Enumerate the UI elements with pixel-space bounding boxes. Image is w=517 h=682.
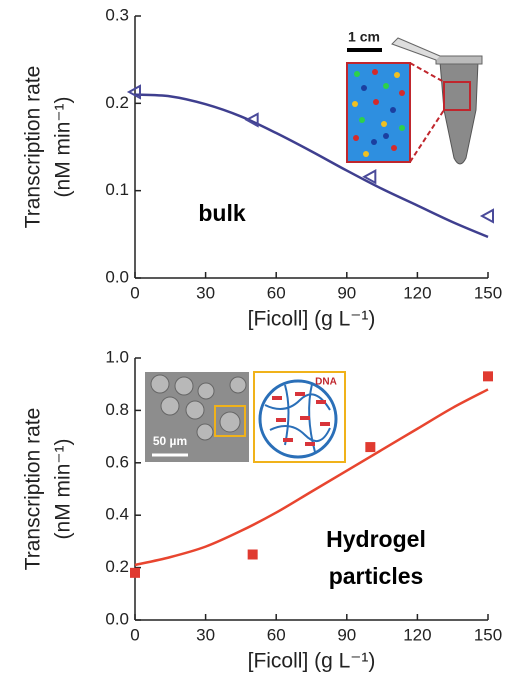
tube-cap (392, 38, 440, 60)
y-tick-label: 0.2 (105, 93, 129, 112)
x-tick-label: 60 (267, 283, 286, 302)
tube (440, 62, 478, 164)
data-point (365, 442, 375, 452)
x-tick-label: 0 (130, 283, 139, 302)
y-axis-label: (nM min⁻¹) (52, 439, 75, 540)
y-tick-label: 0.0 (105, 267, 129, 286)
x-tick-label: 60 (267, 625, 286, 644)
annotation: bulk (198, 200, 245, 226)
y-tick-label: 0.8 (105, 400, 129, 419)
y-tick-label: 0.4 (105, 505, 129, 524)
y-tick-label: 0.0 (105, 609, 129, 628)
y-tick-label: 1.0 (105, 347, 129, 366)
annotation: Hydrogel (326, 526, 426, 552)
bulk-inset: 1 cm (347, 29, 482, 164)
x-tick-label: 0 (130, 625, 139, 644)
scale-label: 1 cm (348, 29, 380, 45)
scale-label: 50 µm (153, 434, 187, 448)
data-point (130, 568, 140, 578)
y-tick-label: 0.6 (105, 452, 129, 471)
x-tick-label: 90 (337, 625, 356, 644)
x-tick-label: 120 (403, 283, 431, 302)
data-point (482, 210, 493, 222)
x-axis-label: [Ficoll] (g L⁻¹) (248, 308, 376, 331)
data-point (248, 550, 258, 560)
data-point (483, 371, 493, 381)
droplet (347, 63, 410, 162)
y-tick-label: 0.1 (105, 180, 129, 199)
zoom-line (410, 110, 444, 162)
fit-line (135, 95, 488, 237)
y-axis-label: Transcription rate (22, 408, 45, 571)
y-tick-label: 0.3 (105, 5, 129, 24)
annotation: particles (329, 563, 424, 589)
x-tick-label: 150 (474, 625, 502, 644)
dna-label: DNA (315, 377, 337, 388)
zoom-line (410, 63, 444, 82)
data-point (247, 114, 258, 126)
x-tick-label: 30 (196, 625, 215, 644)
x-tick-label: 120 (403, 625, 431, 644)
x-tick-label: 90 (337, 283, 356, 302)
x-tick-label: 150 (474, 283, 502, 302)
x-tick-label: 30 (196, 283, 215, 302)
figure: 1 cm 50 µm DNA bulk Hydrogel particles 0… (0, 0, 517, 682)
y-tick-label: 0.2 (105, 557, 129, 576)
y-axis-label: (nM min⁻¹) (52, 97, 75, 198)
hydrogel-inset: 50 µm DNA (145, 372, 345, 462)
page: {"chart_data": [ {"type": "scatter", "x"… (0, 0, 517, 682)
tube-rim (436, 56, 482, 64)
y-axis-label: Transcription rate (22, 66, 45, 229)
x-axis-label: [Ficoll] (g L⁻¹) (248, 650, 376, 673)
